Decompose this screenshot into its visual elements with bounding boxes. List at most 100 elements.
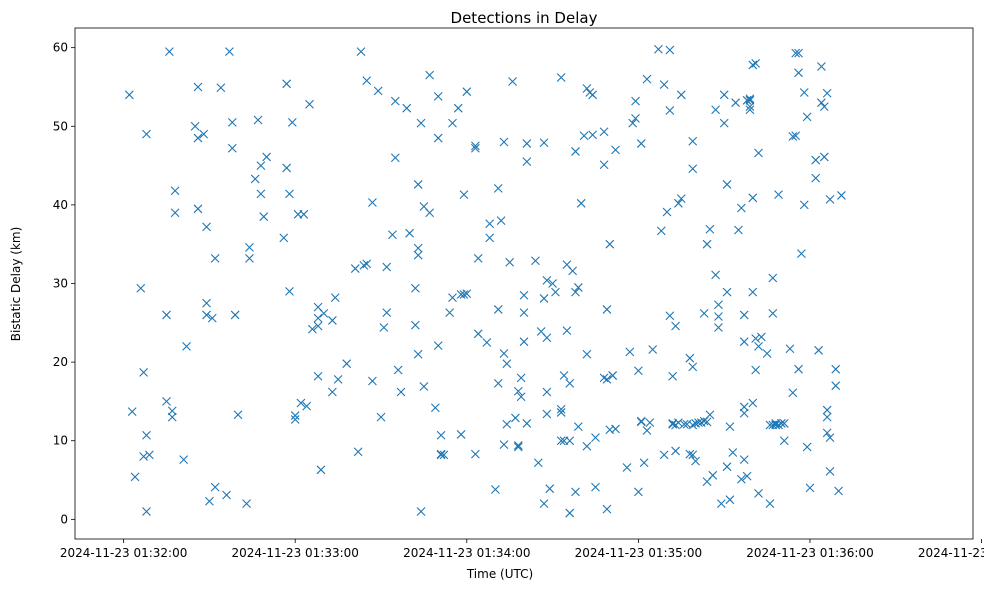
data-point-marker bbox=[282, 79, 292, 89]
data-point-marker bbox=[788, 388, 798, 398]
data-point-marker bbox=[333, 375, 343, 384]
data-point-marker bbox=[748, 398, 758, 408]
data-point-marker bbox=[774, 420, 783, 430]
data-point-marker bbox=[728, 448, 738, 457]
data-point-marker bbox=[342, 359, 352, 369]
data-point-marker bbox=[734, 225, 743, 235]
y-tick-label: 50 bbox=[53, 119, 68, 133]
data-point-marker bbox=[556, 436, 566, 446]
data-point-marker bbox=[679, 419, 689, 429]
data-point-marker bbox=[731, 98, 741, 108]
data-point-marker bbox=[622, 463, 632, 472]
data-point-marker bbox=[688, 136, 698, 146]
data-point-marker bbox=[353, 447, 363, 457]
data-point-marker bbox=[768, 273, 778, 283]
data-point-marker bbox=[482, 338, 492, 347]
data-point-marker bbox=[751, 365, 761, 375]
data-point-marker bbox=[785, 344, 795, 354]
plot-area bbox=[75, 28, 973, 539]
data-point-marker bbox=[648, 345, 658, 354]
data-point-marker bbox=[739, 408, 749, 418]
data-point-marker bbox=[805, 483, 815, 493]
data-point-marker bbox=[522, 139, 532, 148]
data-point-marker bbox=[837, 191, 846, 200]
data-point-marker bbox=[253, 115, 263, 125]
data-point-marker bbox=[562, 326, 572, 336]
data-point-marker bbox=[819, 102, 829, 112]
data-point-marker bbox=[202, 298, 211, 308]
data-point-marker bbox=[797, 249, 806, 259]
data-point-marker bbox=[802, 112, 812, 122]
data-point-marker bbox=[390, 153, 400, 163]
data-point-marker bbox=[602, 305, 612, 314]
data-point-marker bbox=[162, 397, 171, 406]
x-tick-label: 2024-11-23 01:33:00 bbox=[231, 546, 358, 560]
data-point-marker bbox=[602, 375, 612, 384]
data-point-marker bbox=[671, 446, 680, 456]
data-point-marker bbox=[433, 341, 443, 350]
data-point-marker bbox=[694, 418, 703, 428]
data-point-marker bbox=[662, 207, 672, 217]
data-point-marker bbox=[582, 441, 592, 451]
data-point-marker bbox=[636, 416, 646, 426]
data-point-marker bbox=[742, 471, 752, 481]
data-point-marker bbox=[430, 403, 440, 413]
data-point-marker bbox=[167, 406, 177, 416]
data-point-marker bbox=[433, 133, 443, 143]
data-point-marker bbox=[725, 422, 735, 431]
data-point-marker bbox=[330, 293, 340, 303]
data-point-marker bbox=[739, 455, 749, 464]
data-point-marker bbox=[127, 407, 137, 417]
data-point-marker bbox=[831, 364, 841, 374]
data-point-marker bbox=[225, 47, 234, 56]
data-point-marker bbox=[262, 152, 271, 162]
data-point-marker bbox=[245, 253, 254, 263]
data-point-marker bbox=[588, 130, 598, 140]
data-point-marker bbox=[748, 60, 758, 70]
data-point-marker bbox=[513, 386, 523, 396]
data-point-marker bbox=[556, 73, 566, 82]
data-point-marker bbox=[714, 300, 723, 310]
x-tick-label: 2024-11-23 01:34:00 bbox=[403, 546, 530, 560]
data-point-marker bbox=[788, 132, 798, 141]
data-point-marker bbox=[313, 371, 323, 381]
data-point-marker bbox=[511, 413, 520, 423]
data-point-marker bbox=[719, 90, 729, 100]
data-point-marker bbox=[459, 290, 469, 299]
data-point-marker bbox=[799, 200, 809, 210]
data-point-marker bbox=[519, 337, 529, 347]
data-point-marker bbox=[207, 313, 217, 323]
data-point-marker bbox=[654, 44, 663, 54]
y-tick-label: 20 bbox=[53, 355, 68, 369]
data-point-marker bbox=[485, 219, 495, 229]
data-point-marker bbox=[742, 95, 752, 105]
x-tick-label: 2024-11-23 01:32:00 bbox=[60, 546, 187, 560]
data-point-marker bbox=[588, 90, 598, 100]
data-point-marker bbox=[748, 193, 758, 203]
data-point-marker bbox=[582, 349, 592, 359]
data-point-marker bbox=[328, 316, 337, 325]
data-point-marker bbox=[625, 347, 635, 357]
data-point-marker bbox=[688, 450, 698, 460]
data-point-marker bbox=[831, 381, 841, 391]
data-point-marker bbox=[739, 402, 749, 412]
data-point-marker bbox=[388, 230, 397, 240]
data-point-marker bbox=[634, 487, 643, 497]
data-point-marker bbox=[416, 507, 426, 516]
data-point-marker bbox=[299, 209, 309, 219]
data-point-marker bbox=[393, 365, 403, 375]
data-point-marker bbox=[825, 194, 835, 204]
data-point-marker bbox=[170, 208, 180, 218]
data-point-marker bbox=[794, 48, 803, 58]
data-point-marker bbox=[462, 87, 472, 97]
data-point-marker bbox=[436, 450, 446, 460]
data-point-marker bbox=[825, 433, 835, 442]
data-point-marker bbox=[256, 189, 266, 199]
data-point-marker bbox=[671, 321, 680, 331]
data-point-marker bbox=[390, 96, 400, 106]
data-point-marker bbox=[190, 121, 200, 131]
data-points bbox=[124, 44, 846, 518]
data-point-marker bbox=[745, 102, 755, 112]
data-point-marker bbox=[499, 349, 509, 358]
data-point-marker bbox=[571, 487, 580, 497]
